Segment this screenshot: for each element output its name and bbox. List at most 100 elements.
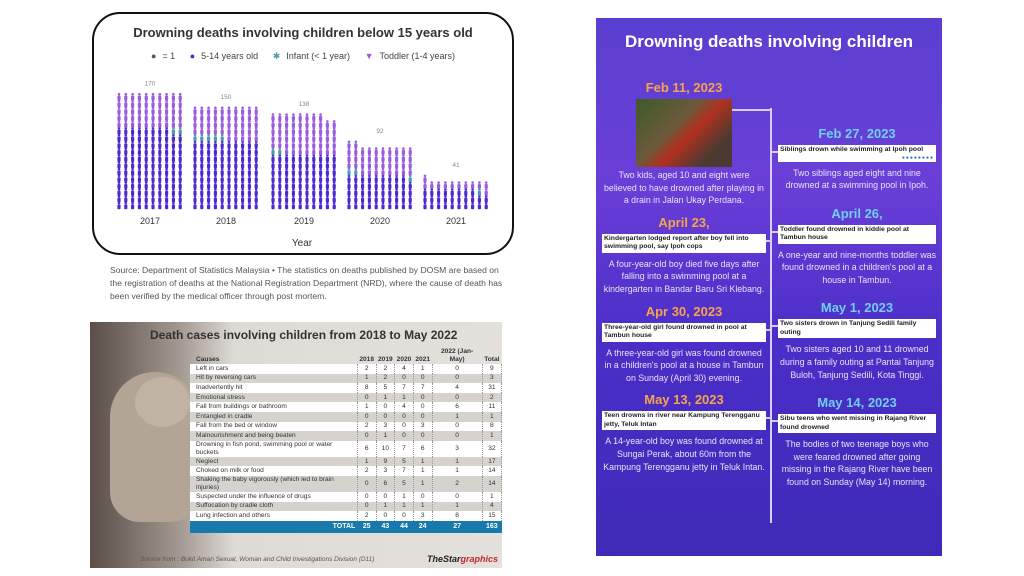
pictogram-icon xyxy=(200,154,204,162)
legend-infant: ✱ Infant (< 1 year) xyxy=(272,51,351,61)
pictogram-icon xyxy=(271,188,275,196)
pictogram-icon xyxy=(247,106,251,114)
pictogram-icon xyxy=(158,194,162,203)
headline-text: Sibu teens who went missing in Rajang Ri… xyxy=(780,415,927,431)
pictogram-icon xyxy=(388,181,392,189)
pictogram-icon xyxy=(213,167,217,176)
pictogram-icon xyxy=(247,113,251,121)
pictogram-icon xyxy=(117,120,121,128)
x-tick-label: 2017 xyxy=(140,216,160,226)
event-description: Two sisters aged 10 and 11 drowned durin… xyxy=(780,344,934,380)
pictogram-icon xyxy=(347,167,351,176)
pictogram-icon xyxy=(165,99,169,108)
pictogram-icon xyxy=(285,201,289,210)
pictogram-icon xyxy=(291,160,295,169)
pictogram-icon xyxy=(137,133,141,142)
table-cell: 5 xyxy=(394,456,414,467)
pictogram-icon xyxy=(285,126,289,135)
table-cell: 0 xyxy=(413,373,433,384)
table-source: Source from : Bukit Aman Sexual, Woman a… xyxy=(140,556,375,563)
pictogram-icon xyxy=(271,194,275,203)
pictogram-icon xyxy=(227,140,231,148)
pictogram-icon xyxy=(319,126,323,135)
pictogram-icon xyxy=(241,106,245,114)
pictogram-icon xyxy=(207,154,211,162)
pictogram-icon xyxy=(450,188,454,196)
table-cell: 1 xyxy=(413,501,433,512)
pictogram-icon xyxy=(471,201,475,210)
pictogram-icon xyxy=(227,120,231,128)
pictogram-icon xyxy=(124,174,128,182)
pictogram-chart-card: Drowning deaths involving children below… xyxy=(92,12,514,255)
pictogram-icon xyxy=(361,201,365,210)
pictogram-icon xyxy=(312,147,316,155)
pictogram-icon xyxy=(361,188,365,196)
table-cell: 0 xyxy=(394,431,414,441)
pictogram-icon xyxy=(200,120,204,128)
pictogram-icon xyxy=(361,194,365,203)
pictogram-icon xyxy=(450,201,454,210)
table-row: Lung infection and others 2 0 0 3 8 15 xyxy=(190,511,502,521)
pictogram-icon xyxy=(285,194,289,203)
legend-5-14: ● 5-14 years old xyxy=(189,51,259,61)
table-cell: 15 xyxy=(482,511,502,521)
pictogram-icon xyxy=(200,133,204,142)
pictogram-icon xyxy=(254,140,258,148)
pictogram-icon xyxy=(285,154,289,162)
pictogram-icon xyxy=(171,188,175,196)
pictogram-icon xyxy=(332,140,336,148)
pictogram-icon xyxy=(247,167,251,176)
value-label: 138 xyxy=(299,101,310,108)
pictogram-icon xyxy=(374,174,378,182)
pictogram-icon xyxy=(137,99,141,108)
table-cell: 7 xyxy=(394,383,414,393)
pictogram-icon xyxy=(381,188,385,196)
pictogram-icon xyxy=(278,174,282,182)
table-cell: 0 xyxy=(357,392,377,403)
table-cell: 0 xyxy=(376,491,396,502)
table-cell: 1 xyxy=(432,411,483,422)
pictogram-icon xyxy=(247,147,251,155)
pictogram-icon xyxy=(305,167,309,176)
pictogram-icon xyxy=(151,133,155,142)
table-cell: 1 xyxy=(413,456,433,467)
pictogram-icon xyxy=(220,120,224,128)
table-cell: 0 xyxy=(394,511,414,521)
table-cell: 1 xyxy=(432,466,483,476)
pictogram-icon xyxy=(220,160,224,169)
pictogram-icon xyxy=(137,92,141,101)
table-cell: 7 xyxy=(394,440,414,457)
table-cell: 1 xyxy=(413,475,433,492)
pictogram-icon xyxy=(241,174,245,182)
pictogram-icon xyxy=(477,188,481,196)
cause-cell: Choked on milk or food xyxy=(190,466,358,476)
pictogram-icon xyxy=(298,194,302,203)
pictogram-icon xyxy=(158,120,162,128)
pictogram-icon xyxy=(178,99,182,108)
table-cell: 14 xyxy=(482,466,502,476)
pictogram-icon xyxy=(158,92,162,101)
pictogram-icon xyxy=(178,147,182,155)
pictogram-icon xyxy=(234,154,238,162)
pictogram-icon xyxy=(271,140,275,148)
pictogram-icon xyxy=(193,113,197,121)
news-headline: Two sisters drown in Tanjung Sedili fami… xyxy=(778,319,936,339)
pictogram-icon xyxy=(332,154,336,162)
pictogram-icon xyxy=(227,174,231,182)
event-description: A four-year-old boy died five days after… xyxy=(603,258,765,294)
value-label: 170 xyxy=(145,80,156,87)
event-date: Apr 30, 2023 xyxy=(645,303,723,319)
pictogram-icon xyxy=(354,201,358,210)
table-cell: 1 xyxy=(394,491,414,502)
news-headline: Sibu teens who went missing in Rajang Ri… xyxy=(778,414,936,434)
pictogram-icon xyxy=(254,194,258,203)
pictogram-icon xyxy=(131,174,135,182)
cause-cell: Inadvertently hit xyxy=(190,383,358,393)
pictogram-icon xyxy=(124,160,128,169)
pictogram-icon xyxy=(457,194,461,203)
pictogram-icon xyxy=(144,181,148,189)
pictogram-icon xyxy=(158,167,162,176)
pictogram-icon xyxy=(367,194,371,203)
pictogram-icon xyxy=(367,167,371,176)
pictogram-icon xyxy=(241,188,245,196)
